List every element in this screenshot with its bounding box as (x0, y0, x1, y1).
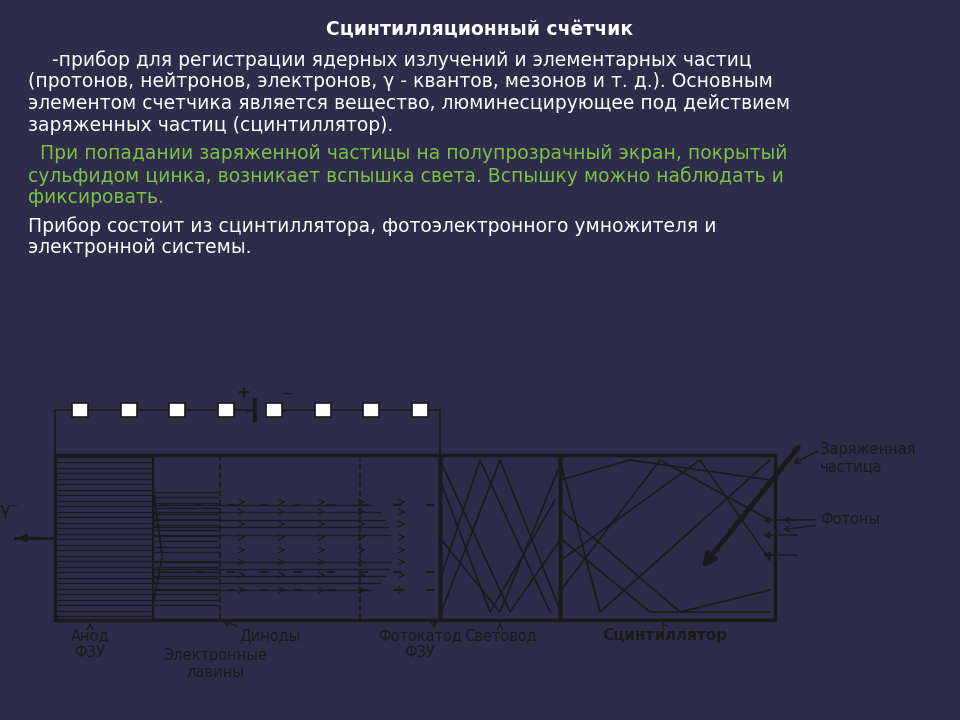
Text: –: – (282, 384, 292, 402)
Text: Сцинтилляционный счётчик: Сцинтилляционный счётчик (326, 20, 634, 39)
Text: (протонов, нейтронов, электронов, γ - квантов, мезонов и т. д.). Основным: (протонов, нейтронов, электронов, γ - кв… (28, 72, 773, 91)
Text: фиксировать.: фиксировать. (28, 188, 164, 207)
Text: сульфидом цинка, возникает вспышка света. Вспышку можно наблюдать и: сульфидом цинка, возникает вспышка света… (28, 166, 784, 186)
Text: Заряженная
частица: Заряженная частица (820, 442, 916, 474)
Text: Фотоны: Фотоны (820, 513, 880, 528)
Bar (266, 403, 282, 417)
Text: γ⁻: γ⁻ (0, 501, 20, 519)
Text: Анод
ФЗУ: Анод ФЗУ (71, 628, 109, 660)
Text: При попадании заряженной частицы на полупрозрачный экран, покрытый: При попадании заряженной частицы на полу… (28, 144, 787, 163)
Text: Фотокатод
ФЗУ: Фотокатод ФЗУ (378, 628, 462, 660)
Text: элементом счетчика является вещество, люминесцирующее под действием: элементом счетчика является вещество, лю… (28, 94, 790, 113)
Bar (315, 403, 331, 417)
Text: Световод: Световод (464, 628, 537, 643)
Text: Диноды: Диноды (239, 628, 300, 643)
Bar (55, 455, 440, 620)
Text: Сцинтиллятор: Сцинтиллятор (603, 628, 728, 643)
Bar (560, 455, 775, 620)
Text: заряженных частиц (сцинтиллятор).: заряженных частиц (сцинтиллятор). (28, 116, 394, 135)
Text: Прибор состоит из сцинтиллятора, фотоэлектронного умножителя и: Прибор состоит из сцинтиллятора, фотоэле… (28, 216, 716, 235)
Bar (169, 403, 185, 417)
Text: электронной системы.: электронной системы. (28, 238, 252, 257)
Bar (440, 455, 560, 620)
Text: -прибор для регистрации ядерных излучений и элементарных частиц: -прибор для регистрации ядерных излучени… (28, 50, 752, 70)
Bar (364, 403, 379, 417)
Bar (72, 403, 88, 417)
Text: Электронные
лавины: Электронные лавины (163, 648, 267, 680)
Text: +: + (236, 384, 250, 402)
Bar (412, 403, 428, 417)
Bar (121, 403, 136, 417)
Bar (218, 403, 233, 417)
